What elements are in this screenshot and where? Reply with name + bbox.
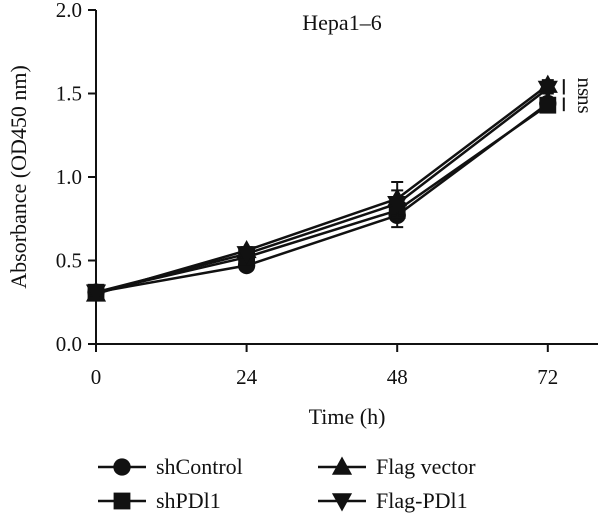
- data-point: [539, 96, 557, 114]
- axes: 0.0 0.5 1.0 1.5 2.0 0 24 48 72: [56, 0, 598, 389]
- y-tick-label: 2.0: [56, 0, 82, 22]
- legend-item: shControl: [98, 454, 243, 479]
- legend-item: shPDl1: [98, 488, 221, 513]
- legend-marker: [331, 456, 353, 475]
- legend-label: Flag-PDl1: [376, 488, 468, 513]
- chart-title: Hepa1–6: [302, 10, 381, 35]
- legend: shControl shPDl1 Flag vector Flag-PDl1: [98, 454, 476, 513]
- y-tick-label: 1.0: [56, 165, 82, 189]
- series-circle: [87, 94, 557, 301]
- y-tick-label: 0.0: [56, 332, 82, 356]
- y-tick-label: 1.5: [56, 82, 82, 106]
- y-axis-title: Absorbance (OD450 nm): [6, 65, 31, 289]
- x-tick-label: 48: [387, 365, 408, 389]
- legend-item: Flag-PDl1: [318, 488, 468, 513]
- legend-label: Flag vector: [376, 454, 476, 479]
- significance-label: ns: [573, 77, 597, 96]
- x-axis-title: Time (h): [309, 404, 386, 429]
- legend-item: Flag vector: [318, 454, 476, 479]
- data-point: [387, 196, 408, 215]
- series-line: [95, 84, 549, 296]
- series-triangle-down: [85, 80, 558, 303]
- legend-marker: [331, 493, 353, 512]
- data-point: [236, 246, 257, 265]
- legend-marker: [113, 458, 131, 476]
- legend-marker: [113, 492, 131, 510]
- series-triangle-up: [85, 74, 558, 302]
- series-square: [87, 96, 557, 301]
- significance-label: ns: [573, 95, 597, 114]
- series-line: [95, 87, 549, 294]
- legend-label: shControl: [156, 454, 243, 479]
- data-point: [537, 80, 558, 99]
- data-point: [85, 284, 107, 303]
- series-line: [95, 104, 549, 294]
- y-tick-label: 0.5: [56, 249, 82, 273]
- x-tick-label: 72: [537, 365, 558, 389]
- legend-label: shPDl1: [156, 488, 221, 513]
- series-layer: [85, 74, 558, 303]
- x-tick-label: 0: [91, 365, 102, 389]
- x-tick-label: 24: [236, 365, 258, 389]
- series-line: [95, 102, 549, 294]
